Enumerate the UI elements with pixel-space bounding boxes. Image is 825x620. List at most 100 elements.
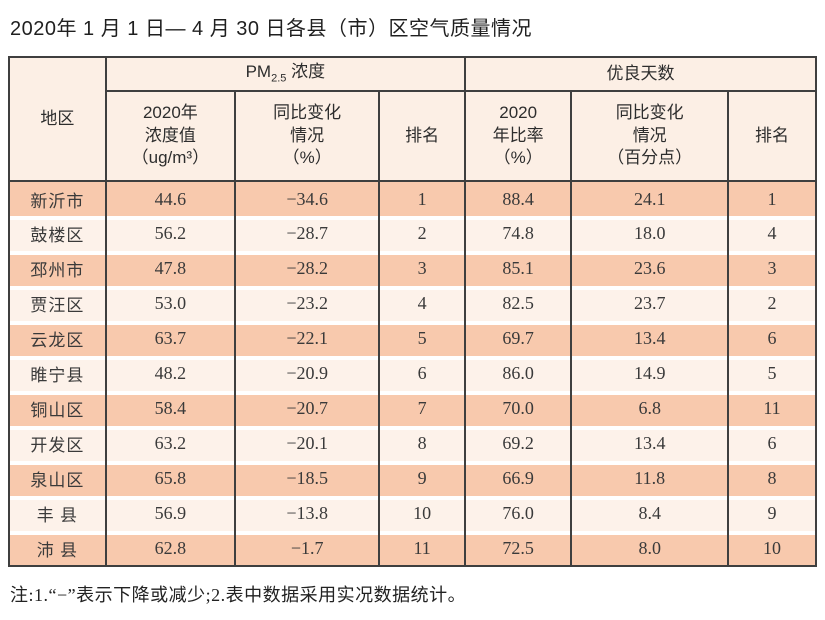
value-cell: 14.9 [570,356,729,391]
header-group-row: 地区 PM2.5 浓度 优良天数 [8,56,818,182]
value-cell: 13.4 [570,321,729,356]
value-cell: 2 [726,286,818,321]
header-pm25-value: 2020年 浓度值 （ug/m³） [104,90,236,182]
value-cell: −22.1 [233,321,381,356]
value-cell: −13.8 [233,496,381,531]
value-cell: 82.5 [463,286,573,321]
value-cell: 48.2 [104,356,236,391]
table-row: 鼓楼区 56.2 −28.7 2 74.8 18.0 4 [8,216,818,251]
value-cell: 4 [726,216,818,251]
value-cell: 9 [378,461,466,496]
value-cell: 5 [726,356,818,391]
value-cell: 72.5 [463,531,573,566]
header-ratio-change: 同比变化 情况 （百分点） [570,90,729,182]
table-row: 新沂市 44.6 −34.6 1 88.4 24.1 1 [8,181,818,216]
value-cell: 4 [378,286,466,321]
region-cell: 新沂市 [8,181,107,216]
value-cell: 56.2 [104,216,236,251]
value-cell: 7 [378,391,466,426]
page: 2020年 1 月 1 日— 4 月 30 日各县（市）区空气质量情况 地区 P… [8,18,818,605]
header-good-days-group: 优良天数 [463,56,818,92]
footnote: 注:1.“−”表示下降或减少;2.表中数据采用实况数据统计。 [10,585,467,605]
value-cell: −20.7 [233,391,381,426]
value-cell: 11.8 [570,461,729,496]
table-row: 睢宁县 48.2 −20.9 6 86.0 14.9 5 [8,356,818,391]
region-cell: 鼓楼区 [8,216,107,251]
value-cell: 58.4 [104,391,236,426]
table-body: 新沂市 44.6 −34.6 1 88.4 24.1 1 鼓楼区 56.2 −28.7 2 74.8 1… [8,181,818,566]
value-cell: 85.1 [463,251,573,286]
value-cell: −28.7 [233,216,381,251]
value-cell: 6 [726,426,818,461]
value-cell: 1 [726,181,818,216]
header-pm25-change: 同比变化 情况 （%） [233,90,381,182]
region-cell: 睢宁县 [8,356,107,391]
region-cell: 开发区 [8,426,107,461]
region-cell: 泉山区 [8,461,107,496]
value-cell: 74.8 [463,216,573,251]
value-cell: −34.6 [233,181,381,216]
value-cell: 23.6 [570,251,729,286]
value-cell: −23.2 [233,286,381,321]
value-cell: 66.9 [463,461,573,496]
table-row: 云龙区 63.7 −22.1 5 69.7 13.4 6 [8,321,818,356]
table-row: 丰 县 56.9 −13.8 10 76.0 8.4 9 [8,496,818,531]
value-cell: 13.4 [570,426,729,461]
value-cell: −20.9 [233,356,381,391]
region-cell: 沛 县 [8,531,107,566]
value-cell: 9 [726,496,818,531]
value-cell: 65.8 [104,461,236,496]
value-cell: 18.0 [570,216,729,251]
value-cell: 3 [726,251,818,286]
value-cell: 10 [726,531,818,566]
value-cell: 23.7 [570,286,729,321]
value-cell: 56.9 [104,496,236,531]
air-quality-table: 地区 PM2.5 浓度 优良天数 2020年 浓度值 （ug/m³） 同比变化 … [8,56,818,567]
value-cell: 8.0 [570,531,729,566]
value-cell: 47.8 [104,251,236,286]
region-cell: 丰 县 [8,496,107,531]
pm25-label-prefix: PM [245,62,272,82]
value-cell: 70.0 [463,391,573,426]
value-cell: 5 [378,321,466,356]
page-title: 2020年 1 月 1 日— 4 月 30 日各县（市）区空气质量情况 [10,18,533,40]
value-cell: 69.7 [463,321,573,356]
pm25-label-subscript: 2.5 [271,72,287,85]
value-cell: 1 [378,181,466,216]
value-cell: 11 [726,391,818,426]
pm25-label-suffix: 浓度 [286,62,326,82]
header-region: 地区 [8,56,107,182]
value-cell: 8 [726,461,818,496]
region-cell: 贾汪区 [8,286,107,321]
value-cell: 88.4 [463,181,573,216]
value-cell: 6 [726,321,818,356]
region-cell: 邳州市 [8,251,107,286]
value-cell: 8.4 [570,496,729,531]
table-row: 铜山区 58.4 −20.7 7 70.0 6.8 11 [8,391,818,426]
region-cell: 云龙区 [8,321,107,356]
value-cell: 69.2 [463,426,573,461]
value-cell: −28.2 [233,251,381,286]
value-cell: 24.1 [570,181,729,216]
value-cell: 63.7 [104,321,236,356]
value-cell: 3 [378,251,466,286]
value-cell: 6 [378,356,466,391]
value-cell: 8 [378,426,466,461]
value-cell: 63.2 [104,426,236,461]
table-row: 贾汪区 53.0 −23.2 4 82.5 23.7 2 [8,286,818,321]
value-cell: 2 [378,216,466,251]
table-row: 泉山区 65.8 −18.5 9 66.9 11.8 8 [8,461,818,496]
table-row: 开发区 63.2 −20.1 8 69.2 13.4 6 [8,426,818,461]
region-cell: 铜山区 [8,391,107,426]
value-cell: 44.6 [104,181,236,216]
value-cell: 11 [378,531,466,566]
value-cell: 10 [378,496,466,531]
header-ratio-rank: 排名 [726,90,818,182]
value-cell: 86.0 [463,356,573,391]
value-cell: −18.5 [233,461,381,496]
header-ratio-value: 2020 年比率 （%） [463,90,573,182]
table-header: 地区 PM2.5 浓度 优良天数 2020年 浓度值 （ug/m³） 同比变化 … [8,56,818,182]
value-cell: −20.1 [233,426,381,461]
header-sub-row: 2020年 浓度值 （ug/m³） 同比变化 情况 （%） 排名 2020 年比… [9,90,818,182]
table-row: 邳州市 47.8 −28.2 3 85.1 23.6 3 [8,251,818,286]
